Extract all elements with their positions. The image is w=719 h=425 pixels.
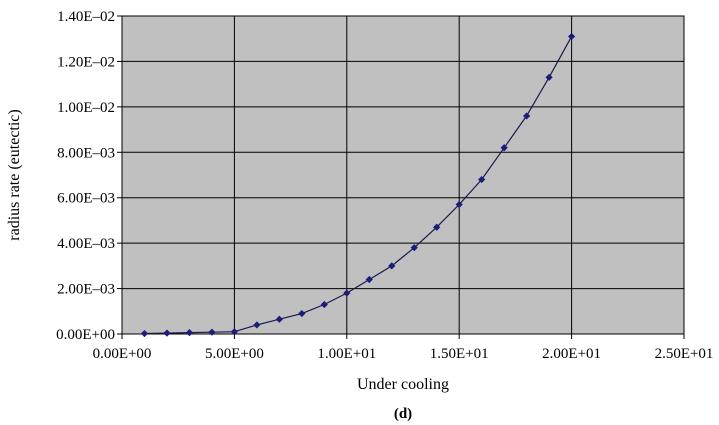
y-tick-label: 1.40E–02 — [57, 9, 115, 25]
y-tick-labels: 0.00E+00 2.00E–03 4.00E–03 6.00E–03 8.00E–03… — [56, 9, 115, 343]
data-point-marker — [343, 289, 351, 297]
data-point-marker — [433, 223, 441, 231]
x-axis-title: Under cooling — [357, 376, 449, 393]
data-point-marker — [163, 329, 171, 337]
x-tick-label: 2.50E+01 — [655, 346, 714, 362]
y-tick-label: 6.00E–03 — [57, 191, 115, 207]
data-point-marker — [365, 275, 373, 284]
x-tick-labels: 0.00E+00 5.00E+00 1.00E+01 1.50E+01 2.00E+01… — [93, 346, 714, 362]
data-point-marker — [410, 244, 418, 252]
data-point-marker — [275, 315, 283, 323]
data-point-marker — [523, 112, 531, 120]
data-point-marker — [388, 262, 396, 270]
data-point-marker — [478, 175, 486, 184]
data-point-marker — [455, 200, 463, 209]
series-line — [144, 36, 573, 335]
x-tick-label: 1.00E+01 — [317, 346, 376, 362]
x-tick-label: 5.00E+00 — [205, 346, 264, 362]
data-point-marker — [298, 309, 306, 318]
y-tick-label: 4.00E–03 — [57, 236, 115, 252]
y-tick-label: 8.00E–03 — [57, 145, 115, 161]
series-markers — [140, 32, 576, 338]
data-point-marker — [253, 321, 261, 329]
y-axis-title: radius rate (eutectic) — [6, 109, 23, 240]
x-tick-label: 0.00E+00 — [93, 346, 152, 362]
data-point-marker — [185, 329, 194, 337]
y-tick-label: 2.00E–03 — [57, 282, 115, 298]
data-point-marker — [320, 300, 328, 309]
data-point-marker — [500, 144, 508, 152]
data-point-marker — [140, 329, 149, 338]
plot-area — [121, 15, 685, 335]
data-point-marker — [545, 73, 553, 81]
x-tick-label: 2.00E+01 — [542, 346, 601, 362]
data-point-marker — [208, 328, 216, 336]
figure-caption: (d) — [394, 406, 412, 422]
data-point-marker — [230, 328, 238, 336]
y-tick-label: 1.20E–02 — [57, 54, 115, 70]
data-point-marker — [568, 32, 576, 41]
x-tick-label: 1.50E+01 — [430, 346, 489, 362]
y-tick-label: 1.00E–02 — [57, 100, 115, 116]
gridlines — [117, 15, 685, 339]
y-tick-label: 0.00E+00 — [56, 327, 115, 343]
